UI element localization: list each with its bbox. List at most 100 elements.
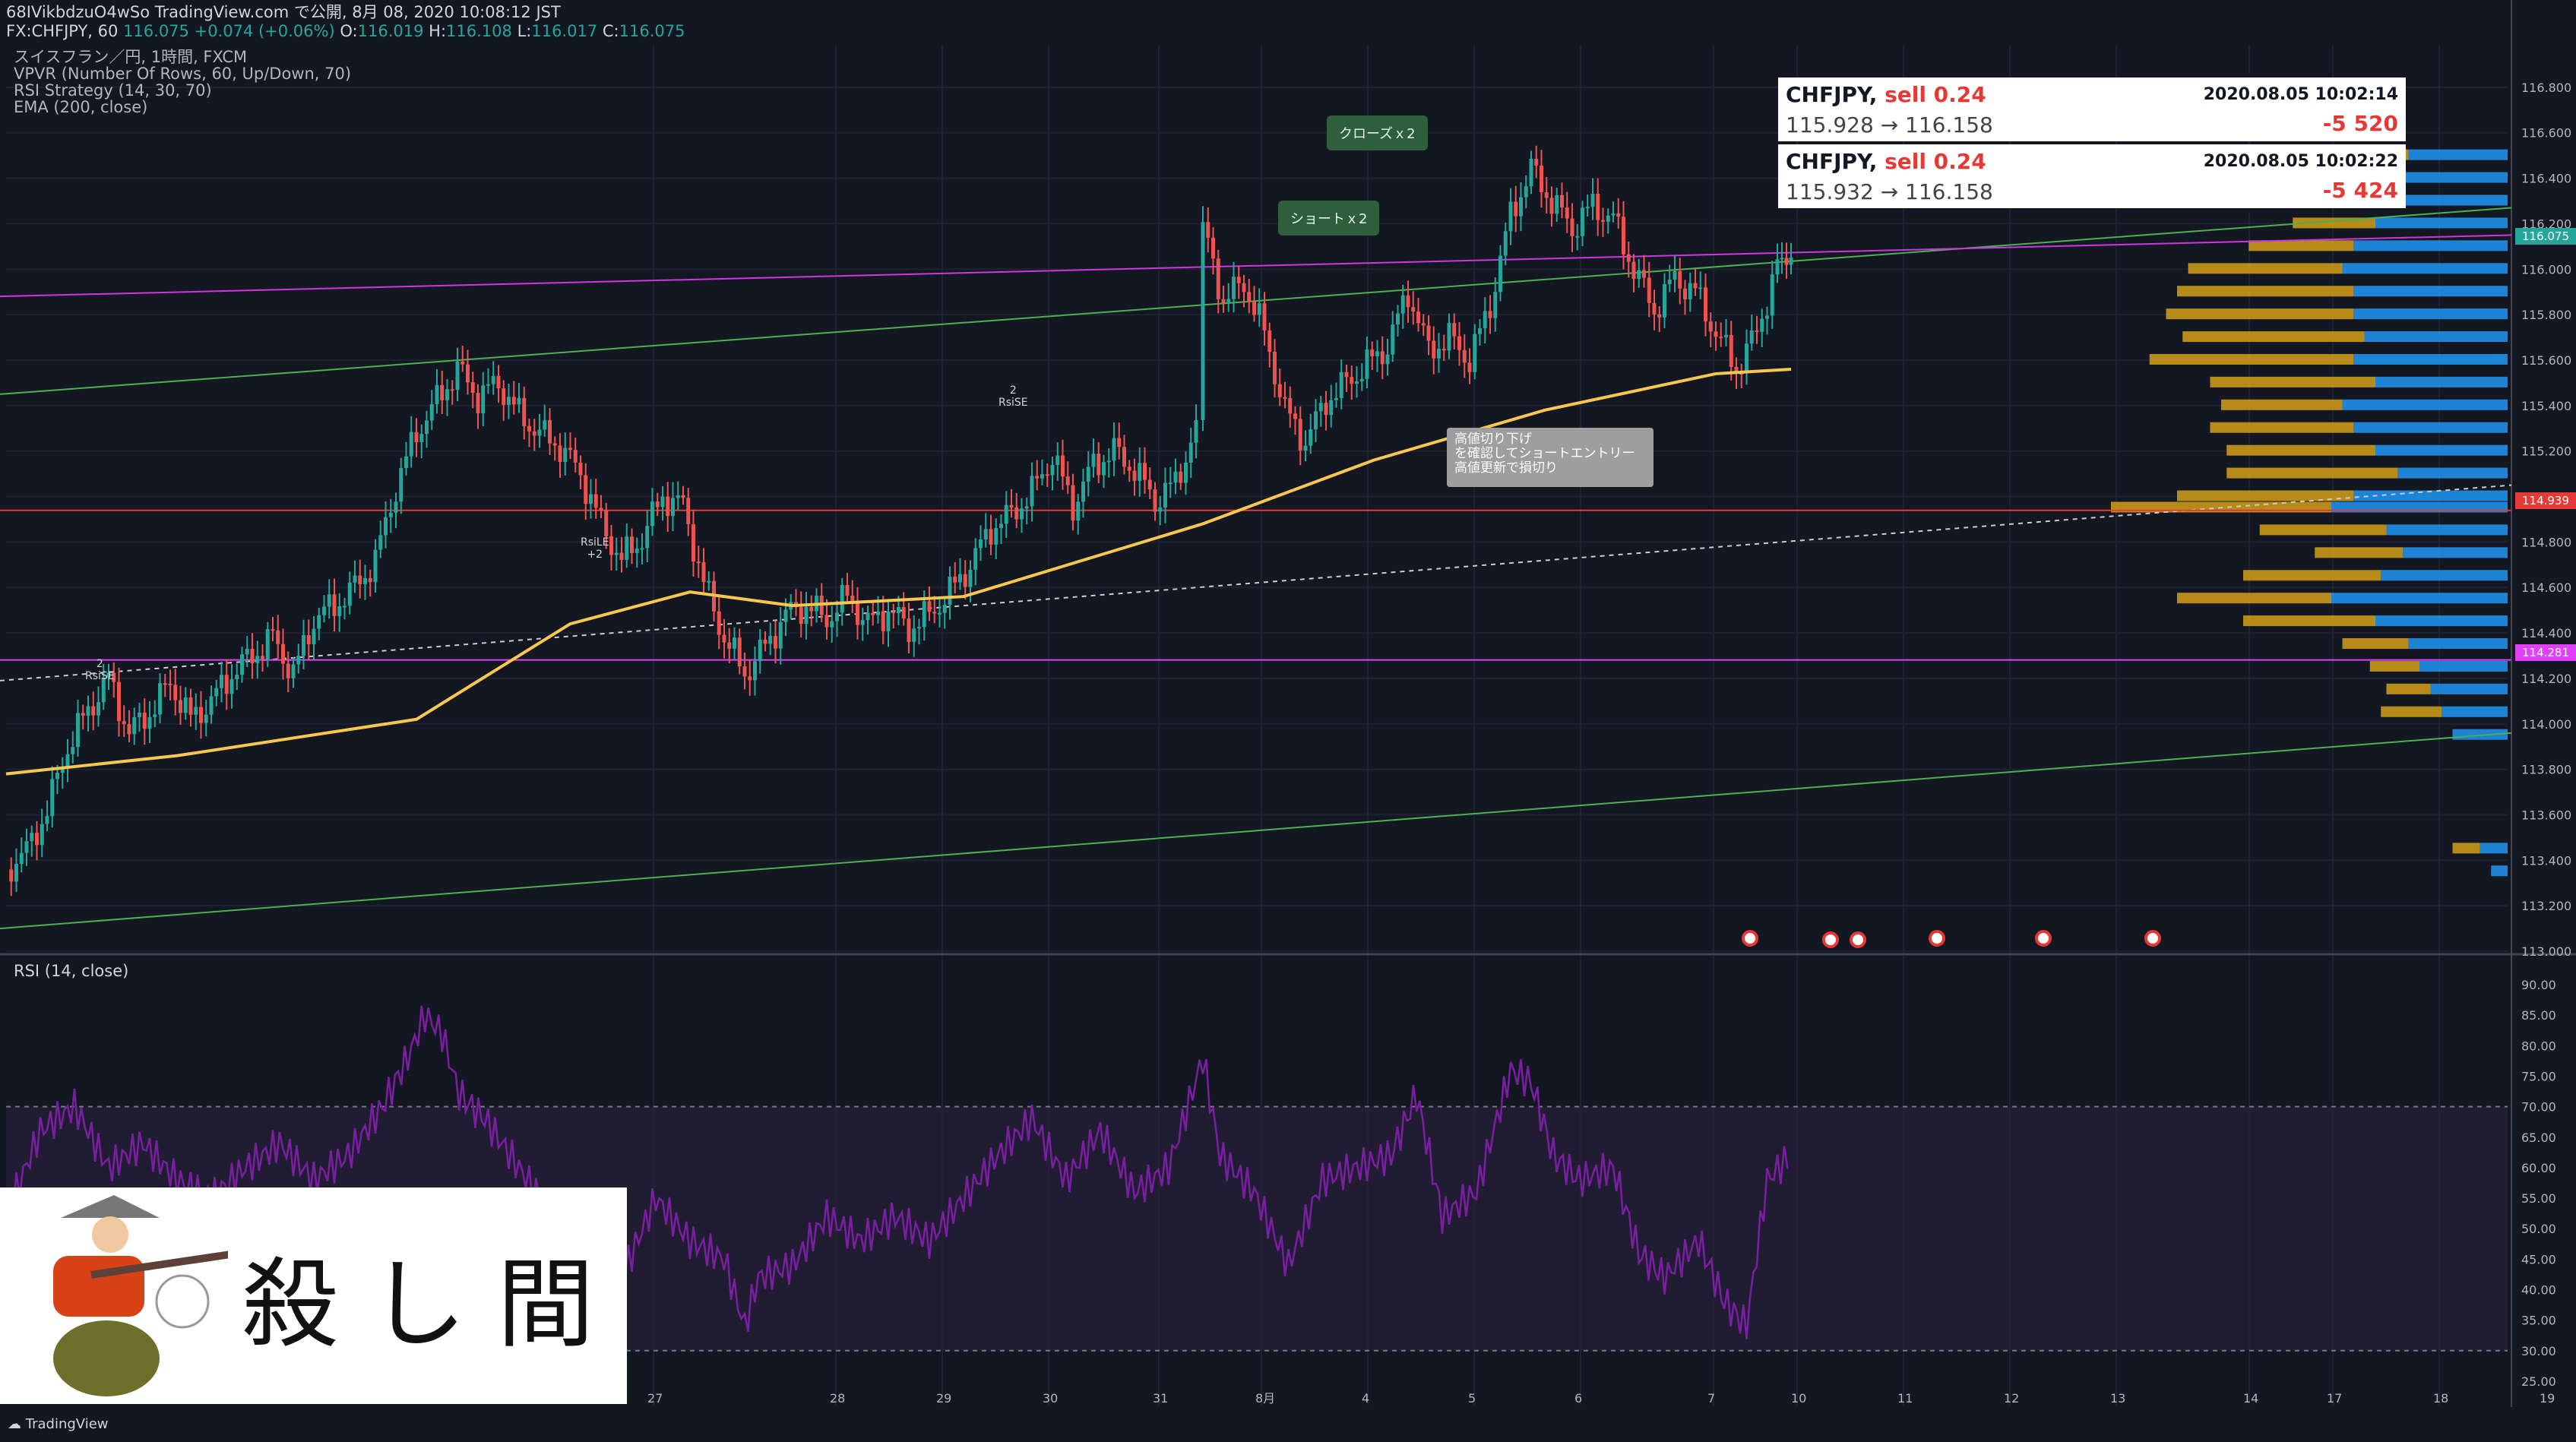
event-badge-icon[interactable] <box>2035 930 2052 947</box>
candle-body <box>40 824 44 846</box>
price-tick-label: 114.000 <box>2521 717 2571 732</box>
open-label: O: <box>340 22 358 40</box>
candle-body <box>1708 321 1713 332</box>
legend-rsi-strategy[interactable]: RSI Strategy (14, 30, 70) <box>14 81 212 100</box>
candle-body <box>1076 501 1081 521</box>
candle-body <box>552 443 557 446</box>
candle-body <box>1391 324 1395 355</box>
candle-body <box>1693 283 1698 289</box>
candle-body <box>158 683 162 715</box>
vp-up-bar <box>2353 353 2508 365</box>
candle-body <box>112 672 116 682</box>
lower-trendline <box>0 732 2512 930</box>
ohlc-line: FX:CHFJPY, 60 116.075 +0.074 (+0.06%) O:… <box>6 22 685 41</box>
price-axis[interactable]: 116.800 116.600 116.400 116.200 116.000 115.8… <box>2521 81 2571 1389</box>
tradingview-footer[interactable]: ☁ TradingView <box>8 1416 109 1432</box>
candle-body <box>1004 504 1008 524</box>
note-line-3: 高値更新で損切り <box>1454 460 1558 476</box>
candle-body <box>1596 194 1600 220</box>
candle-body <box>958 574 962 583</box>
candle-body <box>1570 218 1574 236</box>
candle-body <box>1314 411 1318 430</box>
candle-body <box>1127 466 1131 471</box>
short-callout[interactable]: ショートｘ2 <box>1278 201 1380 236</box>
vp-up-bar <box>2419 660 2508 672</box>
candle-body <box>306 635 311 645</box>
candle-body <box>942 605 947 613</box>
time-tick-label: 30 <box>1043 1391 1058 1406</box>
candle-body <box>876 611 880 615</box>
trade-card-1[interactable]: CHFJPY, sell 0.24 2020.08.05 10:02:14 11… <box>1778 77 2406 141</box>
event-badge-icon[interactable] <box>1929 930 1945 947</box>
candle-body <box>173 685 178 700</box>
candle-body <box>1097 454 1101 476</box>
candle-body <box>1236 277 1241 283</box>
trade-pnl: -5 424 <box>2322 178 2398 203</box>
time-axis[interactable]: 27 28 29 30 31 8月 4 5 6 7 10 11 12 13 14 17 18 19 <box>647 1391 2555 1406</box>
candle-body <box>55 773 59 780</box>
price-tick-label: 113.400 <box>2521 853 2571 868</box>
rsi-tick-label: 50.00 <box>2521 1222 2556 1236</box>
candle-body <box>1014 507 1019 520</box>
candle-body <box>1055 455 1060 465</box>
candle-body <box>435 384 439 404</box>
candle-body <box>1318 403 1323 412</box>
candle-body <box>1370 349 1375 356</box>
trade-symbol-text: CHFJPY, <box>1786 82 1878 107</box>
candle-body <box>1745 343 1748 374</box>
event-badge-icon[interactable] <box>1742 930 1758 947</box>
candle-body <box>1483 311 1487 329</box>
red-level-tag: 114.939 <box>2515 492 2576 509</box>
rsise-label-2: 2 RsiSE <box>998 384 1028 409</box>
legend-ema[interactable]: EMA (200, close) <box>14 98 148 116</box>
candle-body <box>1252 301 1256 315</box>
candle-body <box>332 594 337 616</box>
vp-up-bar <box>2442 706 2508 717</box>
rsi-title[interactable]: RSI (14, close) <box>14 962 129 980</box>
candle-body <box>1303 445 1308 451</box>
event-badge-icon[interactable] <box>2144 930 2161 947</box>
vp-up-bar <box>2342 399 2508 410</box>
entry-note[interactable]: 高値切り下げ を確認してショートエントリー 高値更新で損切り <box>1447 428 1654 487</box>
candle-body <box>1173 471 1178 483</box>
candle-body <box>1611 213 1616 216</box>
vp-up-bar <box>2375 444 2508 456</box>
candle-body <box>1729 334 1733 367</box>
candle-body <box>635 549 639 553</box>
indicator-legend[interactable]: スイスフラン／円, 1時間, FXCM VPVR (Number Of Rows… <box>14 49 351 115</box>
candle-body <box>707 580 711 583</box>
candle-body <box>1432 340 1436 359</box>
candle-body <box>271 629 275 631</box>
candle-body <box>1117 438 1122 447</box>
candle-body <box>1359 378 1364 382</box>
candle-body <box>783 609 788 622</box>
legend-symbol[interactable]: スイスフラン／円, 1時間, FXCM <box>14 48 248 66</box>
candle-body <box>220 675 223 688</box>
candle-body <box>835 612 839 621</box>
candle-body <box>1355 381 1359 384</box>
trend-lines <box>0 207 2512 930</box>
candle-body <box>179 700 182 713</box>
candle-body <box>450 389 454 391</box>
candle-body <box>1277 384 1282 397</box>
candle-body <box>563 447 568 463</box>
time-tick-label: 17 <box>2327 1391 2342 1406</box>
event-badge-icon[interactable] <box>1850 931 1866 948</box>
legend-vpvr[interactable]: VPVR (Number Of Rows, 60, Up/Down, 70) <box>14 65 352 83</box>
candle-body <box>917 627 921 629</box>
candle-body <box>1540 165 1543 192</box>
vp-up-bar <box>2353 286 2508 297</box>
event-badge-icon[interactable] <box>1822 931 1839 948</box>
vp-down-bar <box>2149 353 2353 365</box>
footer-text[interactable]: TradingView <box>25 1416 109 1432</box>
candle-body <box>1216 258 1220 299</box>
candle-body <box>142 712 147 729</box>
tradingview-logo-icon[interactable]: ☁ <box>8 1416 26 1432</box>
close-callout[interactable]: クローズｘ2 <box>1327 115 1428 150</box>
trade-side: sell 0.24 <box>1885 149 1986 174</box>
candle-body <box>1102 462 1106 476</box>
candle-body <box>1673 271 1677 280</box>
trade-card-2[interactable]: CHFJPY, sell 0.24 2020.08.05 10:02:22 11… <box>1778 144 2406 208</box>
candle-body <box>491 375 495 384</box>
